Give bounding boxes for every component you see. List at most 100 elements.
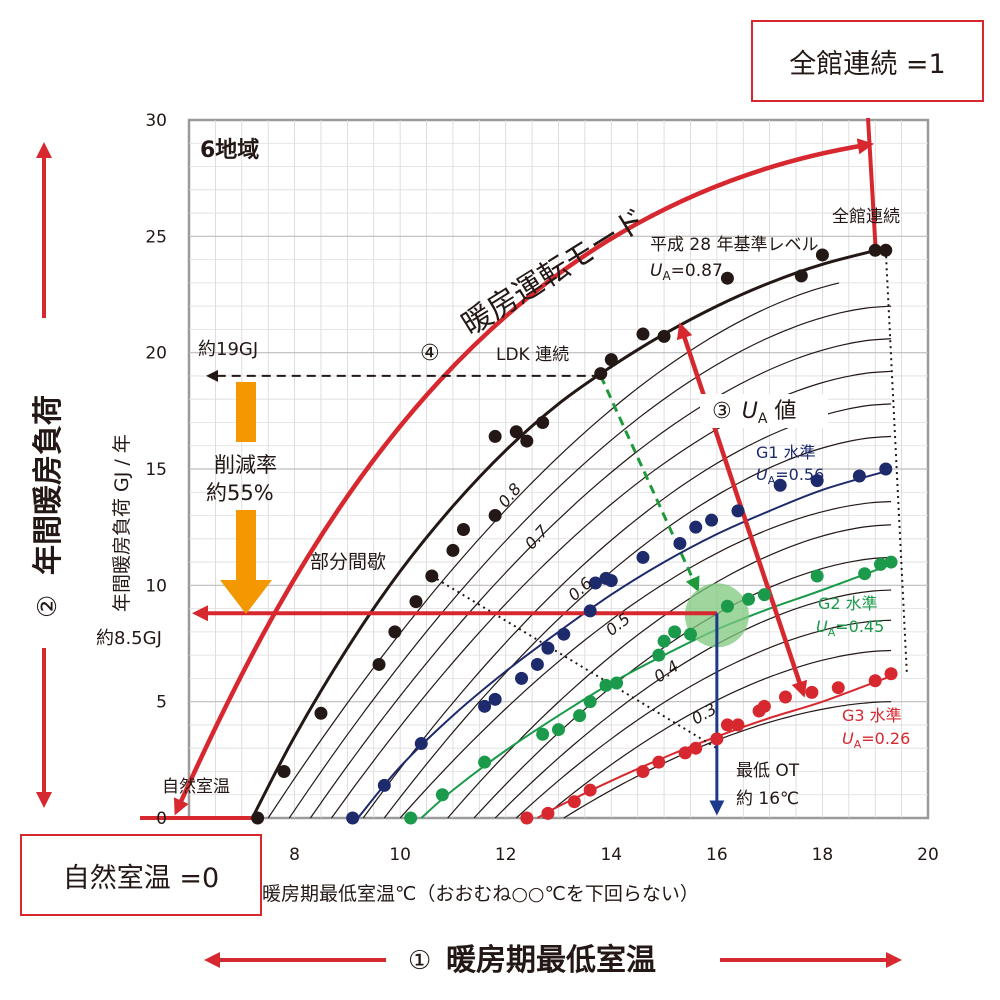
point-g3 bbox=[805, 685, 819, 699]
full-building-label: 全館連続 bbox=[832, 207, 900, 227]
g2-label: G2 水準 bbox=[818, 594, 878, 613]
y-tick-label: 0 bbox=[156, 809, 167, 829]
ldk-label: LDK 連続 bbox=[496, 345, 569, 365]
y-axis-label: 年間暖房負荷 GJ / 年 bbox=[111, 434, 133, 612]
point-g2 bbox=[652, 648, 666, 662]
series-points bbox=[251, 243, 898, 825]
reduction-label-1: 削減率 bbox=[214, 453, 277, 477]
point-g2 bbox=[742, 592, 756, 606]
point-h28 bbox=[636, 327, 650, 341]
point-g3 bbox=[520, 811, 534, 825]
h28-label: 平成 28 年基準レベル bbox=[650, 235, 818, 255]
point-g2 bbox=[884, 555, 898, 569]
reduction-arrow-bottom bbox=[220, 510, 272, 614]
point-g2 bbox=[858, 567, 872, 581]
point-h28 bbox=[520, 434, 534, 448]
point-h28 bbox=[446, 543, 460, 557]
point-h28 bbox=[388, 625, 402, 639]
approx-85-label: 約8.5GJ bbox=[96, 628, 162, 649]
point-g3 bbox=[689, 741, 703, 755]
point-g1 bbox=[705, 513, 719, 527]
x-tick-label: 18 bbox=[812, 845, 834, 865]
region-label: 6地域 bbox=[200, 137, 259, 163]
point-g1 bbox=[810, 474, 824, 488]
point-g3 bbox=[652, 755, 666, 769]
point-h28 bbox=[277, 764, 291, 778]
point-h28 bbox=[536, 415, 550, 429]
reduction-label-2: 約55% bbox=[206, 481, 274, 505]
natural-temp-label: 自然室温 bbox=[162, 777, 230, 797]
point-g1 bbox=[583, 604, 597, 618]
point-g2 bbox=[536, 727, 550, 741]
x-tick-label: 20 bbox=[917, 845, 939, 865]
point-g1 bbox=[588, 576, 602, 590]
approx-19-label: 約19GJ bbox=[198, 339, 258, 360]
point-h28 bbox=[604, 353, 618, 367]
left-side-number: ② bbox=[33, 595, 63, 618]
point-g3 bbox=[567, 795, 581, 809]
g3-label: G3 水準 bbox=[842, 706, 902, 725]
point-g1 bbox=[377, 778, 391, 792]
min-ot-label-1: 最低 OT bbox=[736, 761, 800, 781]
left-side-text: 年間暖房負荷 bbox=[31, 395, 66, 575]
point-g1 bbox=[557, 627, 571, 641]
point-g2 bbox=[657, 634, 671, 648]
overlay-arrows bbox=[140, 117, 878, 820]
x-tick-label: 16 bbox=[706, 845, 728, 865]
y-tick-label: 20 bbox=[145, 344, 167, 364]
y-tick-label: 5 bbox=[156, 693, 167, 713]
point-g1 bbox=[852, 469, 866, 483]
point-g2 bbox=[610, 676, 624, 690]
point-g3 bbox=[583, 783, 597, 797]
point-g3 bbox=[868, 674, 882, 688]
g1-label: G1 水準 bbox=[756, 443, 816, 462]
point-g1 bbox=[346, 811, 360, 825]
heating-mode-arrow bbox=[173, 138, 874, 816]
point-h28 bbox=[409, 595, 423, 609]
point-h28 bbox=[372, 657, 386, 671]
full-dotted-line bbox=[884, 250, 908, 674]
point-g1 bbox=[879, 462, 893, 476]
point-h28 bbox=[594, 367, 608, 381]
point-g2 bbox=[478, 755, 492, 769]
x-tick-label: 8 bbox=[289, 845, 300, 865]
point-g1 bbox=[773, 478, 787, 492]
point-g1 bbox=[414, 737, 428, 751]
point-g2 bbox=[573, 709, 587, 723]
natural-temp-box-text: 自然室温 =0 bbox=[62, 862, 220, 894]
point-g3 bbox=[710, 732, 724, 746]
point-h28 bbox=[509, 425, 523, 439]
point-g2 bbox=[720, 599, 734, 613]
point-h28 bbox=[657, 329, 671, 343]
x-axis-label: 暖房期最低室温℃（おおむね○○℃を下回らない） bbox=[262, 883, 699, 905]
y-tick-label: 15 bbox=[145, 460, 167, 480]
y-tick-label: 10 bbox=[145, 576, 167, 596]
full-building-marker bbox=[866, 117, 878, 256]
point-g2 bbox=[583, 695, 597, 709]
point-g1 bbox=[541, 641, 555, 655]
point-h28 bbox=[456, 522, 470, 536]
point-g3 bbox=[778, 690, 792, 704]
point-h28 bbox=[879, 243, 893, 257]
point-h28 bbox=[251, 811, 265, 825]
point-h28 bbox=[868, 243, 882, 257]
point-g3 bbox=[636, 764, 650, 778]
point-g3 bbox=[678, 746, 692, 760]
point-h28 bbox=[314, 706, 328, 720]
bottom-side-number: ① bbox=[408, 946, 431, 976]
natural-temp-box: 自然室温 =0 bbox=[20, 834, 262, 916]
point-g2 bbox=[873, 557, 887, 571]
point-h28 bbox=[794, 269, 808, 283]
point-g3 bbox=[731, 718, 745, 732]
point-g1 bbox=[689, 520, 703, 534]
point-g1 bbox=[488, 692, 502, 706]
ldk-number: ④ bbox=[420, 341, 440, 366]
x-tick-label: 12 bbox=[495, 845, 517, 865]
g2-ua: UA=0.45 bbox=[816, 617, 884, 639]
point-h28 bbox=[488, 429, 502, 443]
point-g3 bbox=[720, 718, 734, 732]
min-ot-label-2: 約 16℃ bbox=[736, 789, 799, 809]
point-g1 bbox=[604, 574, 618, 588]
bottom-side-text: 暖房期最低室温 bbox=[446, 943, 656, 978]
